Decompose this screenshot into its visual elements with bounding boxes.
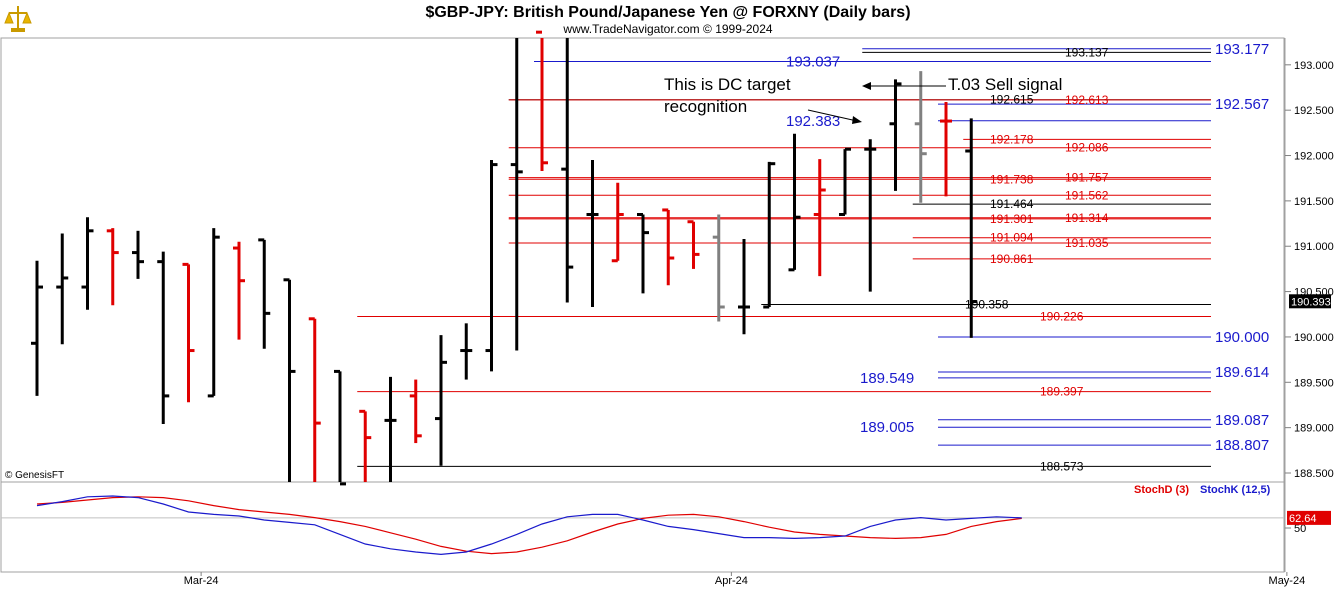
dc-target-annotation-line2: recognition: [664, 97, 747, 116]
x-tick-label: May-24: [1269, 575, 1306, 587]
y-tick-label: 191.000: [1294, 241, 1334, 253]
level-label: 191.738: [990, 172, 1034, 186]
level-label: 189.549: [860, 370, 914, 387]
level-label: 191.562: [1065, 188, 1109, 202]
y-tick-label: 190.000: [1294, 332, 1334, 344]
stoch-tick-label: 50: [1294, 523, 1306, 535]
level-label: 191.094: [990, 231, 1034, 245]
y-tick-label: 193.000: [1294, 60, 1334, 72]
stochd-line: [36, 496, 1022, 555]
stochastic-layer: 50 StochD (3) StochK (12,5) 62.64: [1, 484, 1331, 556]
level-label: 190.000: [1215, 329, 1269, 346]
level-label: 192.567: [1215, 96, 1269, 113]
level-label: 192.615: [990, 93, 1034, 107]
y-tick-label: 189.500: [1294, 377, 1334, 389]
stoch-last-marker: [1287, 510, 1331, 525]
stochk-line: [36, 495, 1022, 556]
level-label: 189.087: [1215, 412, 1269, 429]
bars-layer: [31, 30, 978, 486]
stochd-legend: StochD (3): [1134, 484, 1189, 496]
dc-target-arrow-icon: [807, 109, 862, 124]
last-price-label: 190.393: [1291, 296, 1331, 308]
x-tick-label: Apr-24: [715, 575, 748, 587]
y-axis-layer: 193.000192.500192.000191.500191.000190.5…: [1285, 60, 1334, 480]
level-label: 191.301: [990, 212, 1034, 226]
level-label: 192.178: [990, 132, 1034, 146]
level-label: 191.035: [1065, 236, 1109, 250]
level-label: 190.226: [1040, 309, 1084, 323]
level-label: 189.005: [860, 419, 914, 436]
chart-title: $GBP-JPY: British Pound/Japanese Yen @ F…: [425, 4, 910, 21]
level-label: 188.807: [1215, 437, 1269, 454]
chart-subtitle: www.TradeNavigator.com © 1999-2024: [562, 22, 772, 36]
sell-signal-annotation: T.03 Sell signal: [948, 75, 1062, 94]
y-tick-label: 192.500: [1294, 105, 1334, 117]
brand-logo-icon: [4, 3, 32, 35]
y-tick-label: 189.000: [1294, 423, 1334, 435]
level-label: 189.397: [1040, 385, 1084, 399]
watermark: © GenesisFT: [5, 470, 64, 481]
level-label: 191.314: [1065, 211, 1109, 225]
level-label: 190.861: [990, 252, 1034, 266]
stoch-last-label: 62.64: [1289, 513, 1317, 525]
x-tick-label: Mar-24: [184, 575, 219, 587]
stochk-legend: StochK (12,5): [1200, 484, 1271, 496]
levels-layer: 193.177 193.137 193.037 192.615 192.613 192.5…: [357, 41, 1269, 473]
y-tick-label: 192.000: [1294, 151, 1334, 163]
stoch-panel-frame: [0, 481, 1285, 573]
level-label: 191.464: [990, 197, 1034, 211]
level-label: 192.383: [786, 113, 840, 130]
level-label: 193.037: [786, 53, 840, 70]
last-price-marker: [1289, 294, 1331, 309]
y-tick-label: 188.500: [1294, 468, 1334, 480]
level-label: 193.177: [1215, 41, 1269, 58]
level-label: 192.613: [1065, 93, 1109, 107]
level-label: 188.573: [1040, 459, 1084, 473]
x-axis-layer: Mar-24 Apr-24 May-24: [184, 572, 1306, 587]
dc-target-annotation-line1: This is DC target: [664, 75, 791, 94]
sell-signal-arrow-icon: [862, 82, 946, 90]
level-label: 189.614: [1215, 364, 1269, 381]
level-label: 193.137: [1065, 45, 1109, 59]
level-label: 192.086: [1065, 141, 1109, 155]
level-label: 191.757: [1065, 171, 1109, 185]
y-tick-label: 191.500: [1294, 196, 1334, 208]
